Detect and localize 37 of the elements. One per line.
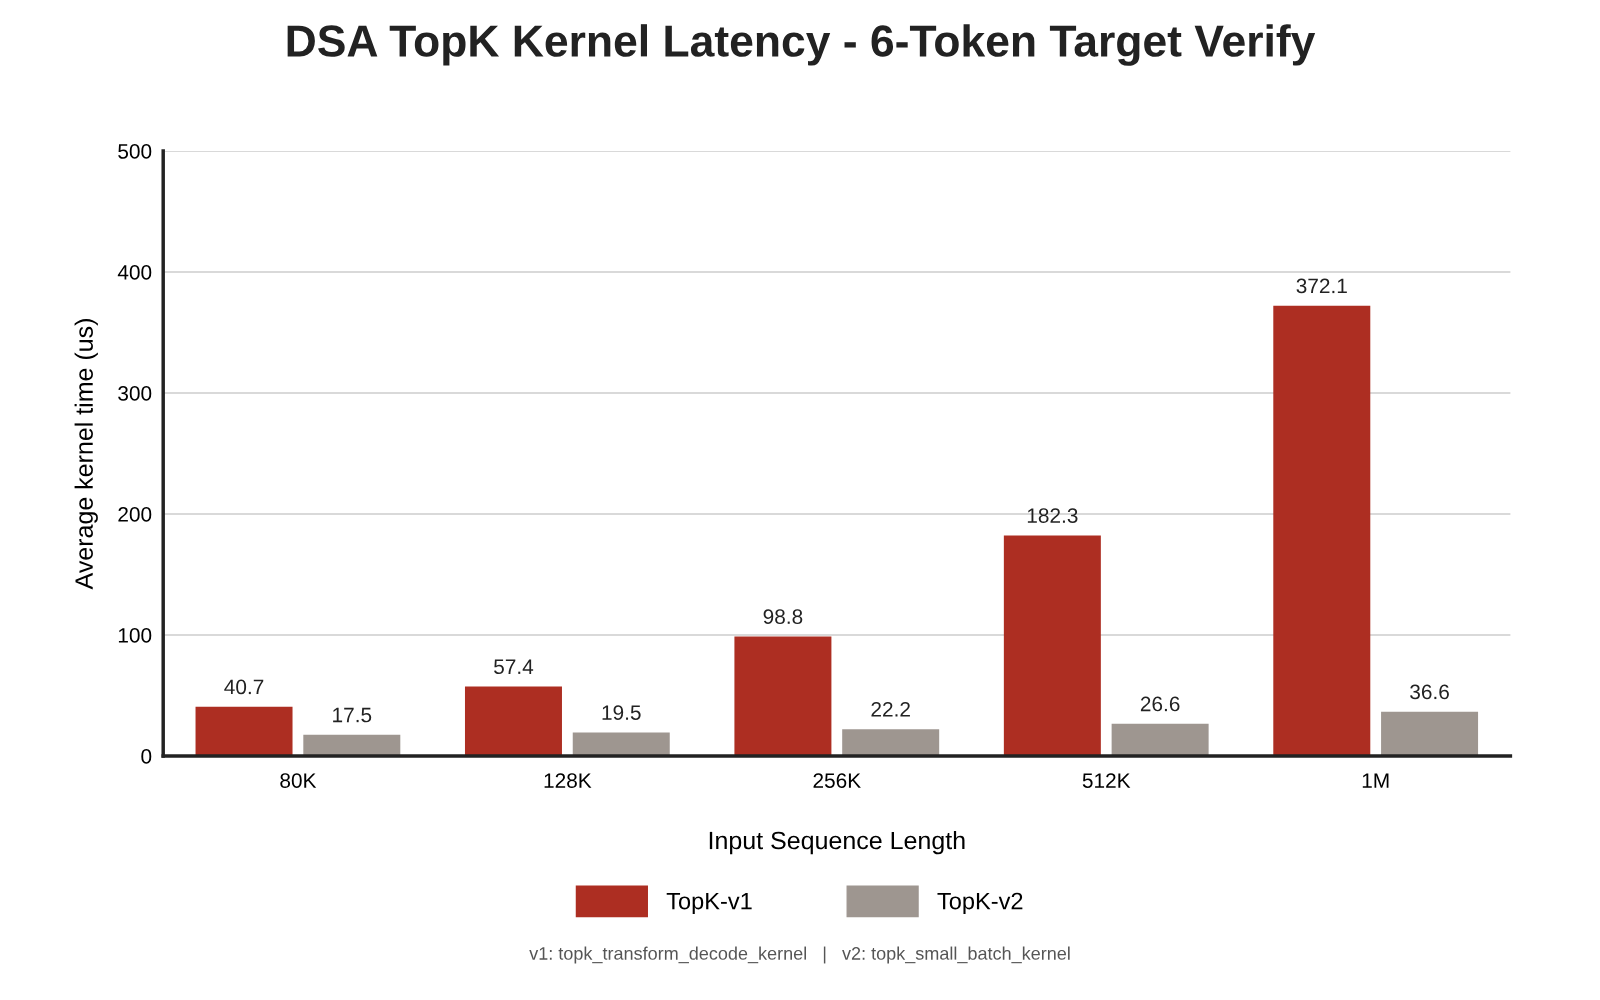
- data-label: 182.3: [1027, 508, 1078, 523]
- x-tick-label: 80K: [280, 773, 317, 788]
- bar: [734, 636, 832, 756]
- data-label: 57.4: [494, 659, 534, 675]
- legend-label: TopK-v2: [937, 892, 1023, 915]
- y-tick-label: 0: [141, 749, 152, 764]
- x-tick-label: 256K: [813, 773, 861, 788]
- data-label: 372.1: [1296, 278, 1347, 294]
- bar: [195, 706, 293, 756]
- y-tick-label: 400: [117, 265, 152, 280]
- bar: [572, 732, 670, 756]
- data-label: 19.5: [602, 705, 641, 720]
- text: v1: topk_transform_decode_kernel | v2: topk_small_batch_kernel: [529, 946, 1070, 964]
- legend-label: TopK-v1: [666, 892, 752, 915]
- y-tick-label: 500: [118, 144, 152, 159]
- data-label: 40.7: [224, 679, 264, 695]
- bar: [464, 686, 562, 756]
- bar: [1273, 305, 1371, 756]
- data-label: 26.6: [1140, 696, 1180, 712]
- data-label: 17.5: [333, 707, 372, 723]
- y-axis-title: Average kernel time (us): [74, 319, 98, 590]
- x-tick-label: 512K: [1082, 773, 1131, 788]
- bar: [303, 734, 401, 756]
- bar: [1111, 723, 1209, 756]
- x-tick-label: 128K: [544, 773, 592, 788]
- bar: [1381, 711, 1479, 756]
- x-tick-label: 1M: [1362, 773, 1389, 788]
- bar: [842, 729, 940, 756]
- data-label: 36.6: [1410, 684, 1449, 700]
- chart-title: DSA TopK Kernel Latency - 6-Token Target Verify: [287, 24, 1316, 66]
- x-axis-title: Input Sequence Length: [709, 830, 965, 855]
- data-label: 98.8: [763, 609, 803, 624]
- bar: [1003, 535, 1101, 756]
- y-tick-label: 100: [118, 628, 152, 643]
- data-label: 22.2: [871, 701, 910, 717]
- y-tick-label: 200: [118, 507, 152, 522]
- y-tick-label: 300: [118, 386, 152, 401]
